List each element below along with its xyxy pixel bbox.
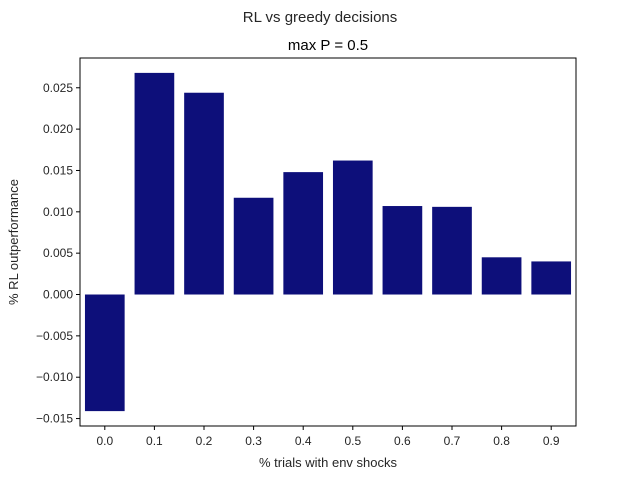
x-tick-label: 0.1 <box>146 434 163 448</box>
bar-0.3 <box>233 197 274 295</box>
y-tick-label: −0.010 <box>36 370 73 384</box>
bar-0.6 <box>382 206 423 295</box>
bar-0.2 <box>184 92 224 295</box>
chart-title: max P = 0.5 <box>288 37 368 54</box>
bar-0.9 <box>531 261 572 295</box>
x-tick-label: 0.6 <box>394 434 411 448</box>
x-tick-label: 0.0 <box>96 434 113 448</box>
bar-0.8 <box>481 257 522 295</box>
bar-0.1 <box>134 72 175 295</box>
y-tick-label: 0.025 <box>43 81 73 95</box>
x-tick-label: 0.2 <box>196 434 213 448</box>
x-tick-label: 0.8 <box>493 434 510 448</box>
bar-0.0 <box>84 294 125 412</box>
figure-suptitle: RL vs greedy decisions <box>243 9 398 26</box>
x-tick-label: 0.9 <box>543 434 560 448</box>
y-axis-ticks: −0.015 −0.010 −0.005 0.000 0.005 0.010 0.015 0.… <box>36 81 80 426</box>
y-tick-label: −0.005 <box>36 329 73 343</box>
x-tick-label: 0.5 <box>344 434 361 448</box>
bars-group <box>84 72 572 412</box>
bar-0.7 <box>432 206 472 295</box>
y-tick-label: 0.005 <box>43 246 73 260</box>
x-axis-ticks: 0.0 0.1 0.2 0.3 0.4 0.5 0.6 0.7 0.8 0.9 <box>96 426 560 448</box>
y-tick-label: 0.020 <box>43 122 73 136</box>
bar-0.4 <box>283 172 324 295</box>
y-tick-label: 0.000 <box>43 288 73 302</box>
y-tick-label: 0.015 <box>43 163 73 177</box>
y-tick-label: −0.015 <box>36 412 73 426</box>
x-tick-label: 0.7 <box>444 434 461 448</box>
y-tick-label: 0.010 <box>43 205 73 219</box>
plot-area-frame <box>79 57 577 427</box>
x-axis-label: % trials with env shocks <box>259 455 397 470</box>
x-tick-label: 0.4 <box>295 434 312 448</box>
y-axis-label: % RL outperformance <box>6 179 21 305</box>
x-tick-label: 0.3 <box>245 434 262 448</box>
bar-0.5 <box>332 160 373 295</box>
